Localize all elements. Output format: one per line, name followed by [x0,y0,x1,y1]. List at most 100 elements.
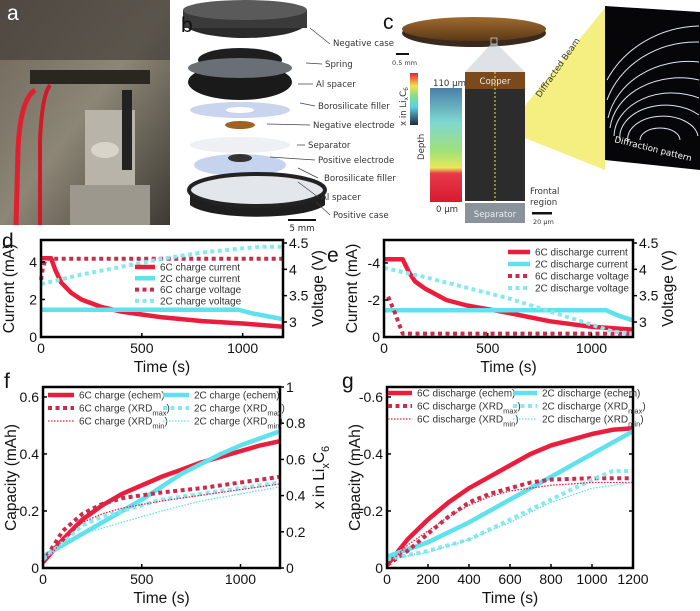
x-tick-label: 500 [130,571,154,587]
x-tick-label: 1000 [576,340,607,356]
y-tick-label: 2 [29,291,37,307]
y-tick-label: 0.2 [20,503,40,519]
x-tick-label: 800 [539,571,563,587]
legend-item: 2C discharge voltage [508,284,629,295]
panel-a-photo [0,0,170,226]
series-f-5 [42,486,281,560]
y-axis-title: Capacity (mAh) [347,424,364,531]
y-tick-label: 0 [31,560,39,576]
y-right-tick-label: 0.4 [286,488,306,504]
panel-c-schematic [396,6,700,223]
label-borosilicate-filler-bottom: Borosilicate filler [324,174,396,184]
legend-item: 2C charge current [135,274,240,285]
legend-label: 2C charge (XRDmax) [194,404,285,418]
y-right-tick-label: 4.5 [289,235,309,251]
plot-frame [39,238,285,339]
legend-item: 6C charge voltage [135,285,242,296]
y-right-tick-label: 0.2 [286,524,306,540]
x-tick-label: 1200 [617,571,648,587]
legend-item: 6C charge (echem) [48,391,165,402]
panel-b-exploded-cell [183,0,327,221]
legend-label: 2C charge (XRDmin) [194,417,283,431]
series-g-5 [386,481,634,561]
chart-g: 0 200 400 600 800 1000 1200 0 -0.2 -0.4 -0.6 Time (… [347,385,649,607]
label-positive-electrode: Positive electrode [318,156,394,166]
x-tick-label: 500 [130,340,154,356]
x-axis-title: Time (s) [133,590,189,607]
y-tick-label: 4 [29,254,37,270]
legend-item: 2C discharge (echem) [513,389,640,400]
y-right-axis-title: Voltage (V) [310,250,327,327]
scale-bar-5mm-line [288,219,316,221]
x-axis-title: Time (s) [482,590,538,607]
legend-item: 6C discharge current [508,248,628,259]
legend-label: 6C charge current [160,263,240,274]
label-positive-case: Positive case [333,211,389,221]
y-right-tick-label: 4 [289,261,297,277]
chart-d: 0 500 1000 0 2 4 3 3.5 4 4.5 Time (s) Current (mA) V… [1,235,327,376]
x-tick-label: 1000 [576,571,607,587]
legend-item: 6C discharge voltage [508,272,629,283]
diffracted-beam-cone [505,8,605,170]
label-borosilicate-filler-top: Borosilicate filler [318,102,390,112]
series-e-1 [384,307,634,323]
x-tick-label: 600 [498,571,522,587]
chart-e: 0 500 1000 0 -2 -4 3 3.5 4 4.5 Time (s) Current (mA… [344,235,677,376]
series-d-1 [41,307,284,322]
colorbar [410,73,418,125]
y-tick-label: 0 [372,329,380,345]
series-d-0 [41,255,284,329]
colorbar-label: x in LixC6 [399,87,410,126]
x-axis-title: Time (s) [480,359,536,376]
y-right-tick-label: 3.5 [289,288,309,304]
label-separator: Separator [308,141,351,151]
legend-label: 2C discharge (echem) [542,389,640,400]
y-tick-label: 0 [375,560,383,576]
legend-label: 6C discharge (XRDmin) [417,415,519,429]
series-g-1 [386,429,635,559]
series-g-4 [386,481,633,566]
label-negative-case: Negative case [333,39,394,49]
legend-label: 6C discharge current [535,248,628,259]
x-tick-label: 1000 [225,571,256,587]
y-right-tick-label: 3 [639,314,647,330]
depth-colormap [430,88,462,202]
label-al-spacer-top: Al spacer [316,80,356,90]
series-e-3 [383,265,634,336]
scale-bar-5mm: 5 mm [290,224,315,234]
legend-item: 6C charge current [135,263,240,274]
depth-label: Depth [417,134,427,160]
illustration-panels: a b Negative case Spring Al spacer Boros… [0,0,700,234]
frontal-label-1: Frontal [530,187,559,197]
panel-letter-c: c [383,11,394,34]
legend-label: 6C discharge (echem) [417,389,515,400]
label-al-spacer-bottom: Al spacer [321,193,361,203]
legend-label: 6C charge voltage [160,285,242,296]
separator-label: Separator [474,210,517,220]
legend-item: 6C discharge (XRDmin) [388,415,519,429]
x-tick-label: 400 [457,571,481,587]
series-f-4 [42,483,281,566]
series-f-1 [41,429,281,559]
y-right-tick-label: 0.6 [286,451,306,467]
frontal-label-2: region [530,198,557,208]
y-right-tick-label: 3 [289,314,297,330]
series-g-3 [386,469,633,562]
legend-label: 6C charge (echem) [79,391,165,402]
y-axis-title: Current (mA) [1,244,18,334]
legend-item: 2C charge voltage [135,296,242,307]
y-tick-label: 0.6 [20,389,40,405]
scale-0-5mm: 0.5 mm [392,59,417,67]
series-g-0 [385,426,634,567]
x-tick-label: 500 [476,340,500,356]
series-e-0 [384,257,634,332]
y-right-tick-label: 1 [286,379,294,395]
label-negative-electrode: Negative electrode [313,121,395,131]
legend-item: 2C discharge current [508,260,628,271]
legend-item: 2C discharge (XRDmax) [513,402,646,416]
legend-label: 6C discharge voltage [535,272,629,283]
y-right-tick-label: 4 [639,261,647,277]
scale-20um: 20 µm [533,218,554,226]
y-tick-label: -0.2 [359,503,383,519]
series-f-2 [41,474,281,564]
